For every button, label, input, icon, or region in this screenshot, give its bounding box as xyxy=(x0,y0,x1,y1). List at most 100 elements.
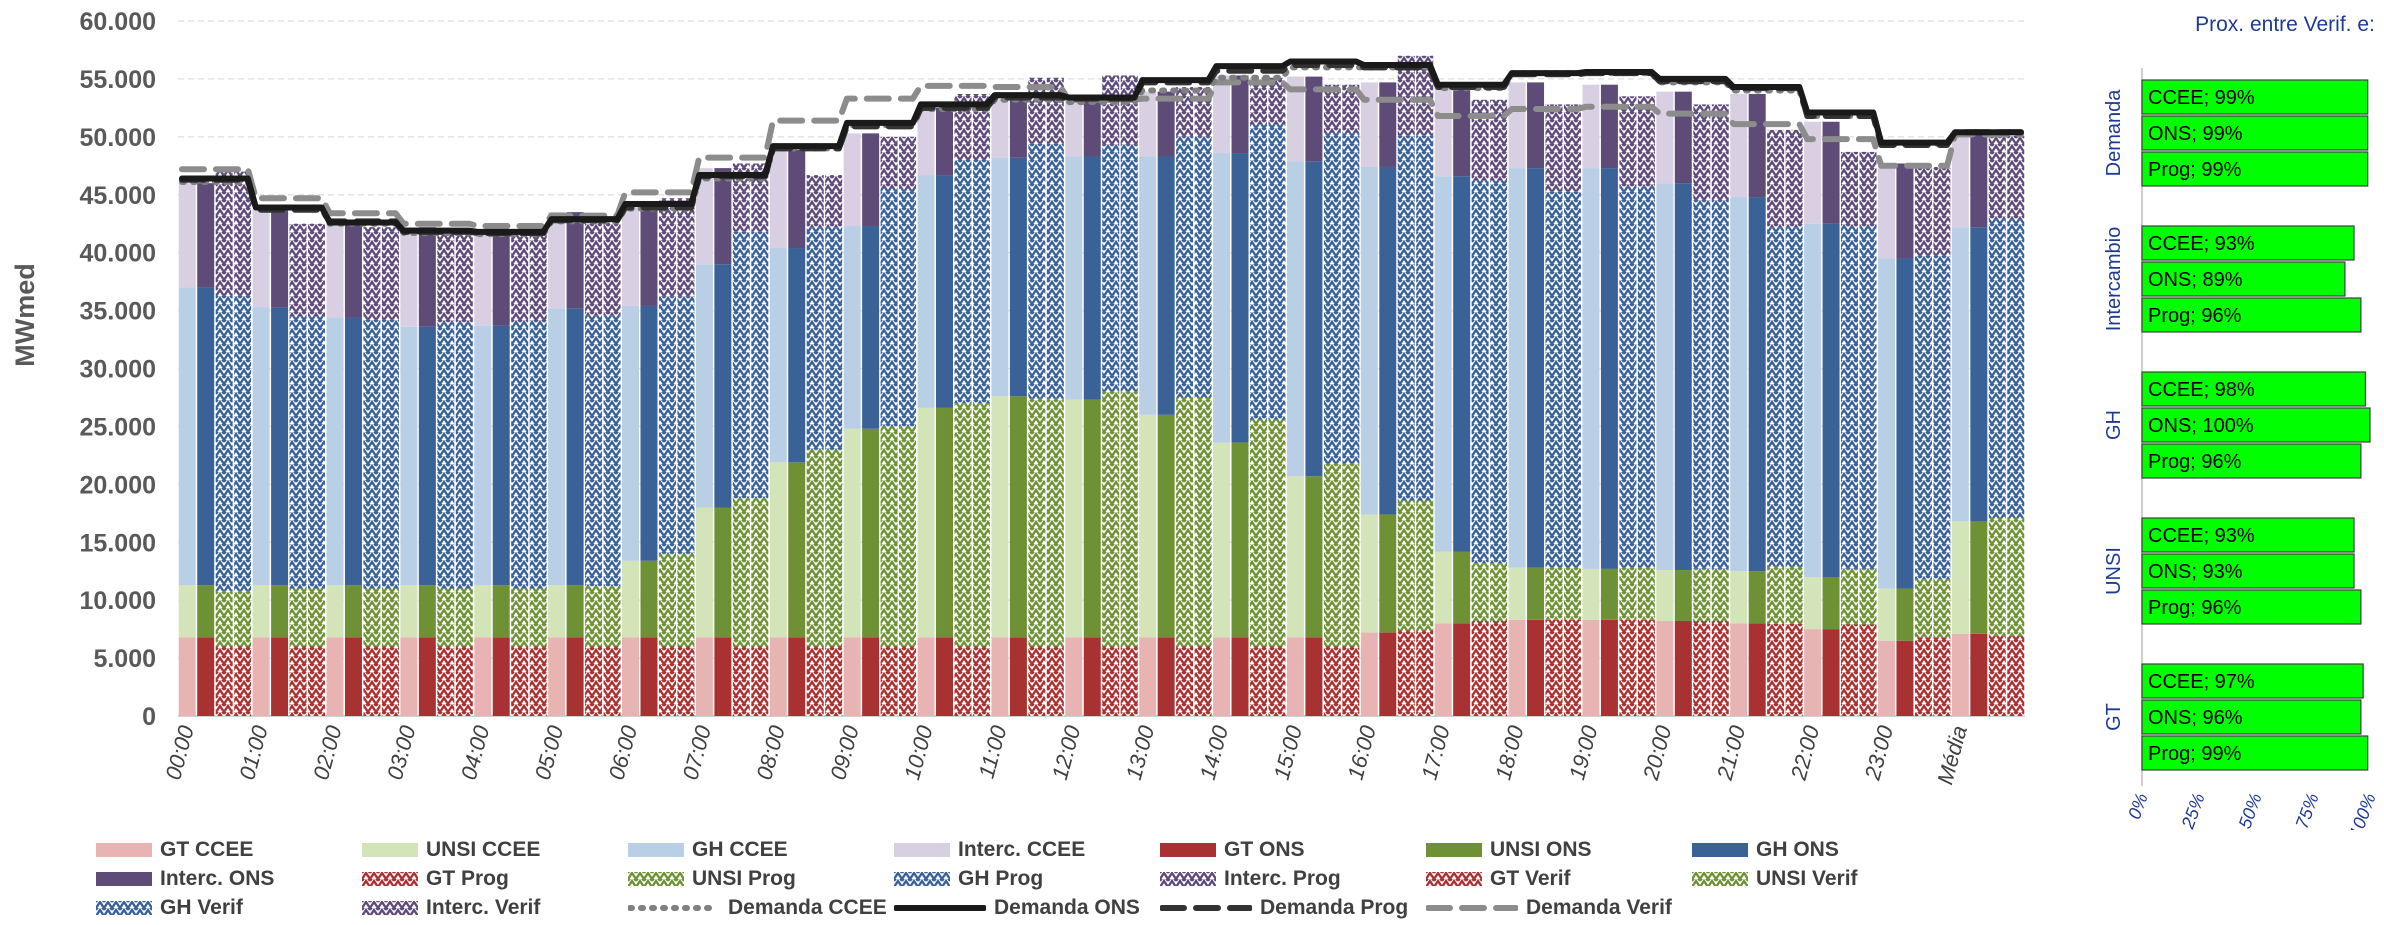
legend-label: UNSI CCEE xyxy=(426,838,541,861)
bar-unsi-ons xyxy=(1009,396,1027,638)
x-tick-label: 13:00 xyxy=(1121,722,1160,782)
bar-gt-prog xyxy=(437,646,455,716)
bar-unsi-ccee xyxy=(843,428,861,638)
bar-gh-verif xyxy=(972,160,990,404)
bar-gh-ccee xyxy=(1877,258,1895,589)
legend-label: GH Prog xyxy=(958,867,1044,890)
bar-gt-prog xyxy=(1767,623,1785,716)
similarity-bar xyxy=(2141,115,2369,151)
bar-unsi-ons xyxy=(714,507,732,638)
similarity-bar-label: Prog; 99% xyxy=(2148,159,2242,181)
x-tick-label: 22:00 xyxy=(1786,722,1825,783)
bar-gt-verif xyxy=(1637,619,1655,716)
legend-label: Interc. ONS xyxy=(160,867,275,890)
bar-unsi-verif xyxy=(899,426,917,647)
bar-interc-ccee xyxy=(326,221,344,318)
legend-label: Interc. CCEE xyxy=(958,838,1086,861)
bar-gh-prog xyxy=(585,315,603,587)
bar-interc-ons xyxy=(1231,75,1249,154)
bar-gt-ons xyxy=(936,637,954,716)
bar-unsi-prog xyxy=(1323,463,1341,647)
chart-legend: GT CCEE UNSI CCEE GH CCEE Interc. CCEE GT ON… xyxy=(96,838,1858,925)
bar-gt-verif xyxy=(1120,646,1138,716)
similarity-bar-label: ONS; 100% xyxy=(2148,415,2254,437)
x-tick-label: 20:00 xyxy=(1638,722,1677,783)
bar-unsi-ccee xyxy=(1804,577,1822,630)
legend-swatch xyxy=(1426,905,1518,911)
x-tick-label: 18:00 xyxy=(1490,722,1529,782)
bar-gt-prog xyxy=(880,646,898,716)
bar-unsi-ccee xyxy=(917,407,935,638)
legend-swatch xyxy=(362,901,418,915)
bar-gh-ccee xyxy=(843,226,861,429)
bar-interc-verif xyxy=(1785,129,1803,228)
bar-interc-ons xyxy=(1896,163,1914,259)
bar-interc-verif xyxy=(1563,104,1581,192)
bar-unsi-prog xyxy=(363,588,381,647)
bar-gh-prog xyxy=(1249,124,1267,420)
bar-gt-verif xyxy=(1416,630,1434,716)
legend-item-gt-ons: GT ONS xyxy=(1160,838,1305,862)
bar-gt-ccee xyxy=(769,637,787,716)
bar-gt-ccee xyxy=(548,637,566,716)
bar-gh-ccee xyxy=(1951,227,1969,522)
bar-unsi-ccee xyxy=(1951,521,1969,634)
bar-gt-ons xyxy=(1822,629,1840,716)
legend-label: UNSI Verif xyxy=(1756,867,1858,890)
bar-gh-ccee xyxy=(1065,156,1083,400)
bar-interc-ccee xyxy=(917,107,935,176)
bar-gh-ons xyxy=(1970,227,1988,522)
bar-unsi-ons xyxy=(1748,571,1766,624)
similarity-bar-label: ONS; 93% xyxy=(2148,561,2243,583)
bar-gh-ccee xyxy=(1656,183,1674,571)
bar-gt-verif xyxy=(751,646,769,716)
x-tick-label: 10:00 xyxy=(899,722,938,782)
bar-gt-prog xyxy=(1397,630,1415,716)
gridlines xyxy=(178,20,2025,717)
bar-interc-prog xyxy=(1397,55,1415,136)
bar-gh-prog xyxy=(511,321,529,589)
legend-label: Demanda CCEE xyxy=(728,896,887,919)
bar-gt-prog xyxy=(1028,646,1046,716)
bar-gh-prog xyxy=(1028,143,1046,399)
similarity-bar xyxy=(2141,407,2371,443)
group-label-gh: GH xyxy=(2103,410,2125,440)
legend-item-unsi-ons: UNSI ONS xyxy=(1426,838,1592,862)
bar-unsi-ons xyxy=(1379,514,1397,633)
similarity-bar-label: CCEE; 97% xyxy=(2148,671,2255,693)
legend-swatch xyxy=(894,843,950,857)
y-tick-label: 60.000 xyxy=(80,8,156,36)
bar-gt-ons xyxy=(714,637,732,716)
bar-gt-ccee xyxy=(622,637,640,716)
bar-gt-ccee xyxy=(1213,637,1231,716)
bar-gt-ccee xyxy=(1065,637,1083,716)
bar-unsi-ons xyxy=(566,585,584,638)
bar-unsi-verif xyxy=(234,590,252,647)
bar-gt-verif xyxy=(603,646,621,716)
bar-unsi-ccee xyxy=(1508,567,1526,620)
y-axis-ticks: 0 5.000 10.000 15.000 20.000 25.000 30.000 35.0… xyxy=(80,8,156,731)
bar-interc-prog xyxy=(1471,99,1489,181)
bar-unsi-prog xyxy=(215,590,233,647)
bar-interc-ons xyxy=(1674,91,1692,184)
legend-label: UNSI Prog xyxy=(692,867,796,890)
bar-unsi-prog xyxy=(1693,568,1711,622)
bar-gh-ccee xyxy=(991,157,1009,397)
legend-swatch xyxy=(1692,872,1748,886)
bar-interc-ccee xyxy=(400,227,418,327)
bar-interc-ons xyxy=(936,107,954,176)
similarity-x-tick: 25% xyxy=(2177,791,2208,830)
similarity-bar-label: ONS; 89% xyxy=(2148,269,2243,291)
bar-gh-prog xyxy=(1102,144,1120,392)
bar-interc-prog xyxy=(1176,87,1194,137)
bar-interc-ccee xyxy=(178,183,196,288)
legend-swatch xyxy=(96,843,152,857)
legend-label: GT CCEE xyxy=(160,838,254,861)
bar-interc-ccee xyxy=(1804,121,1822,224)
bar-unsi-ons xyxy=(1157,414,1175,638)
legend-swatch xyxy=(1692,843,1748,857)
bar-interc-prog xyxy=(1545,104,1563,192)
legend-label: GH Verif xyxy=(160,896,243,919)
bar-gt-ons xyxy=(1674,621,1692,716)
bar-gt-ccee xyxy=(1951,633,1969,716)
